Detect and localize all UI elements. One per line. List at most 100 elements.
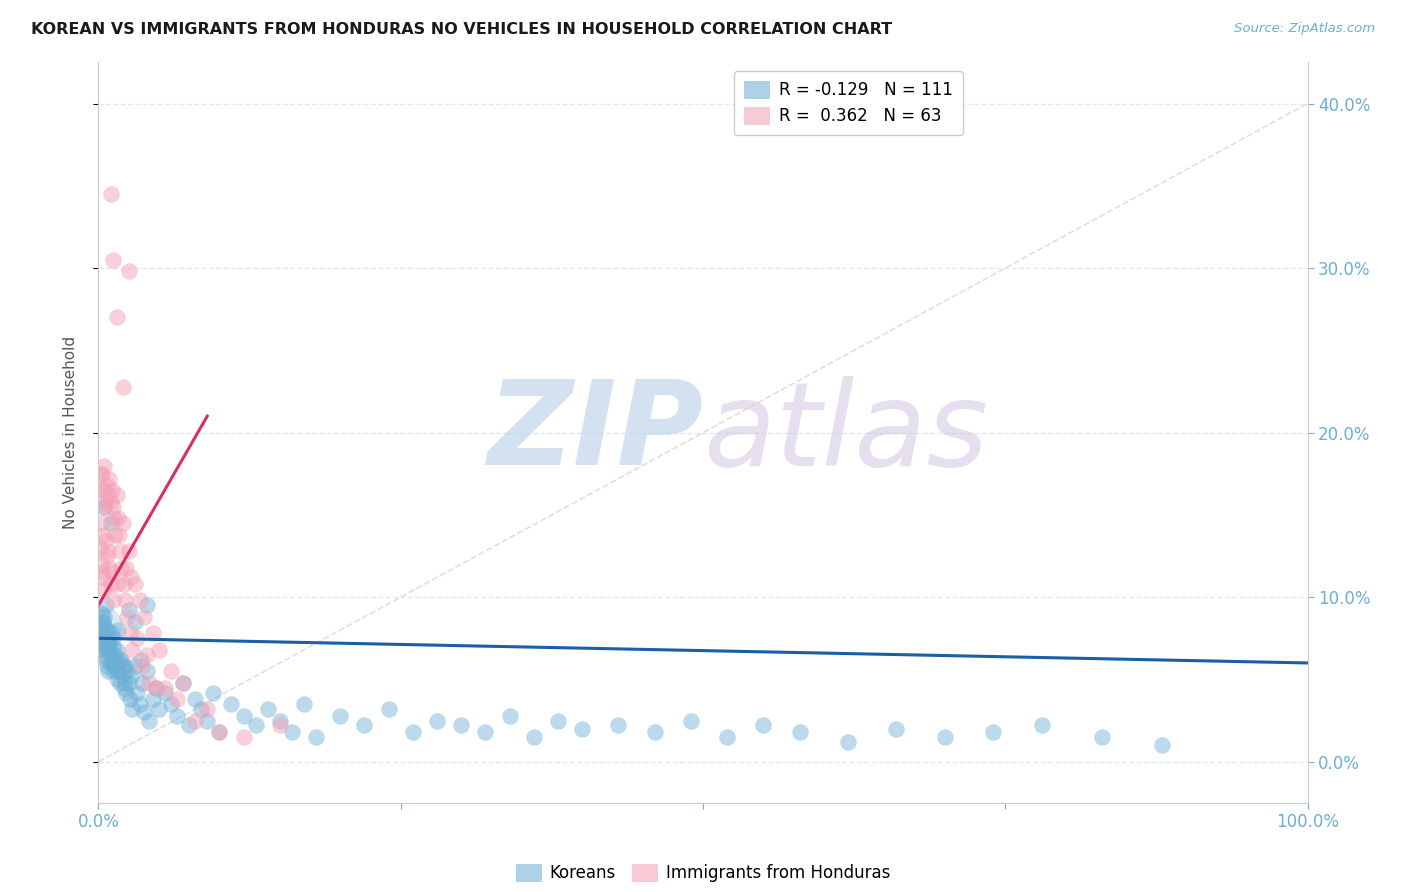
Point	[94, 653, 117, 667]
Point	[101, 664, 124, 678]
Point	[91, 615, 114, 629]
Point	[89, 632, 111, 646]
Point	[104, 527, 127, 541]
Point	[89, 541, 111, 555]
Point	[305, 730, 328, 744]
Point	[110, 560, 132, 574]
Point	[121, 642, 143, 657]
Point	[91, 527, 114, 541]
Point	[97, 488, 120, 502]
Point	[91, 607, 114, 621]
Point	[96, 478, 118, 492]
Point	[184, 692, 207, 706]
Point	[108, 653, 131, 667]
Point	[105, 310, 128, 325]
Point	[160, 697, 183, 711]
Point	[281, 725, 304, 739]
Point	[135, 648, 157, 662]
Point	[101, 252, 124, 267]
Point	[886, 722, 908, 736]
Point	[98, 560, 121, 574]
Point	[426, 714, 449, 728]
Point	[195, 702, 218, 716]
Point	[547, 714, 569, 728]
Point	[104, 648, 127, 662]
Point	[981, 725, 1004, 739]
Point	[117, 610, 139, 624]
Point	[112, 577, 135, 591]
Point	[96, 549, 118, 563]
Point	[101, 640, 124, 654]
Point	[100, 494, 122, 508]
Point	[114, 659, 136, 673]
Point	[138, 714, 160, 728]
Point	[115, 685, 138, 699]
Point	[93, 500, 115, 514]
Point	[124, 659, 146, 673]
Point	[100, 187, 122, 202]
Point	[232, 730, 254, 744]
Point	[121, 702, 143, 716]
Point	[93, 458, 115, 473]
Point	[127, 685, 149, 699]
Point	[105, 664, 128, 678]
Point	[101, 632, 124, 646]
Point	[1031, 718, 1053, 732]
Point	[108, 675, 131, 690]
Point	[232, 708, 254, 723]
Point	[100, 483, 122, 498]
Point	[89, 467, 111, 481]
Point	[571, 722, 593, 736]
Point	[114, 675, 136, 690]
Point	[131, 675, 153, 690]
Point	[98, 642, 121, 657]
Point	[124, 615, 146, 629]
Point	[256, 702, 278, 716]
Text: atlas: atlas	[703, 376, 988, 490]
Legend: Koreans, Immigrants from Honduras: Koreans, Immigrants from Honduras	[508, 855, 898, 890]
Point	[172, 675, 194, 690]
Point	[134, 610, 156, 624]
Point	[118, 626, 141, 640]
Point	[93, 610, 115, 624]
Point	[124, 577, 146, 591]
Point	[474, 725, 496, 739]
Point	[1091, 730, 1114, 744]
Point	[97, 642, 120, 657]
Point	[292, 697, 315, 711]
Point	[402, 725, 425, 739]
Point	[91, 570, 114, 584]
Point	[202, 685, 225, 699]
Point	[208, 725, 231, 739]
Point	[103, 653, 125, 667]
Point	[142, 692, 165, 706]
Text: Source: ZipAtlas.com: Source: ZipAtlas.com	[1234, 22, 1375, 36]
Point	[111, 516, 134, 530]
Point	[190, 702, 212, 716]
Point	[100, 648, 122, 662]
Point	[96, 659, 118, 673]
Point	[93, 500, 115, 514]
Point	[90, 642, 112, 657]
Point	[91, 636, 114, 650]
Point	[166, 692, 188, 706]
Point	[100, 516, 122, 530]
Point	[142, 626, 165, 640]
Point	[269, 718, 291, 732]
Point	[110, 653, 132, 667]
Point	[105, 577, 128, 591]
Point	[90, 620, 112, 634]
Point	[221, 697, 243, 711]
Point	[245, 718, 267, 732]
Point	[184, 714, 207, 728]
Point	[91, 467, 114, 481]
Point	[98, 636, 121, 650]
Point	[105, 642, 128, 657]
Point	[716, 730, 738, 744]
Point	[97, 544, 120, 558]
Point	[607, 718, 630, 732]
Point	[148, 702, 170, 716]
Point	[107, 656, 129, 670]
Point	[128, 593, 150, 607]
Point	[179, 718, 201, 732]
